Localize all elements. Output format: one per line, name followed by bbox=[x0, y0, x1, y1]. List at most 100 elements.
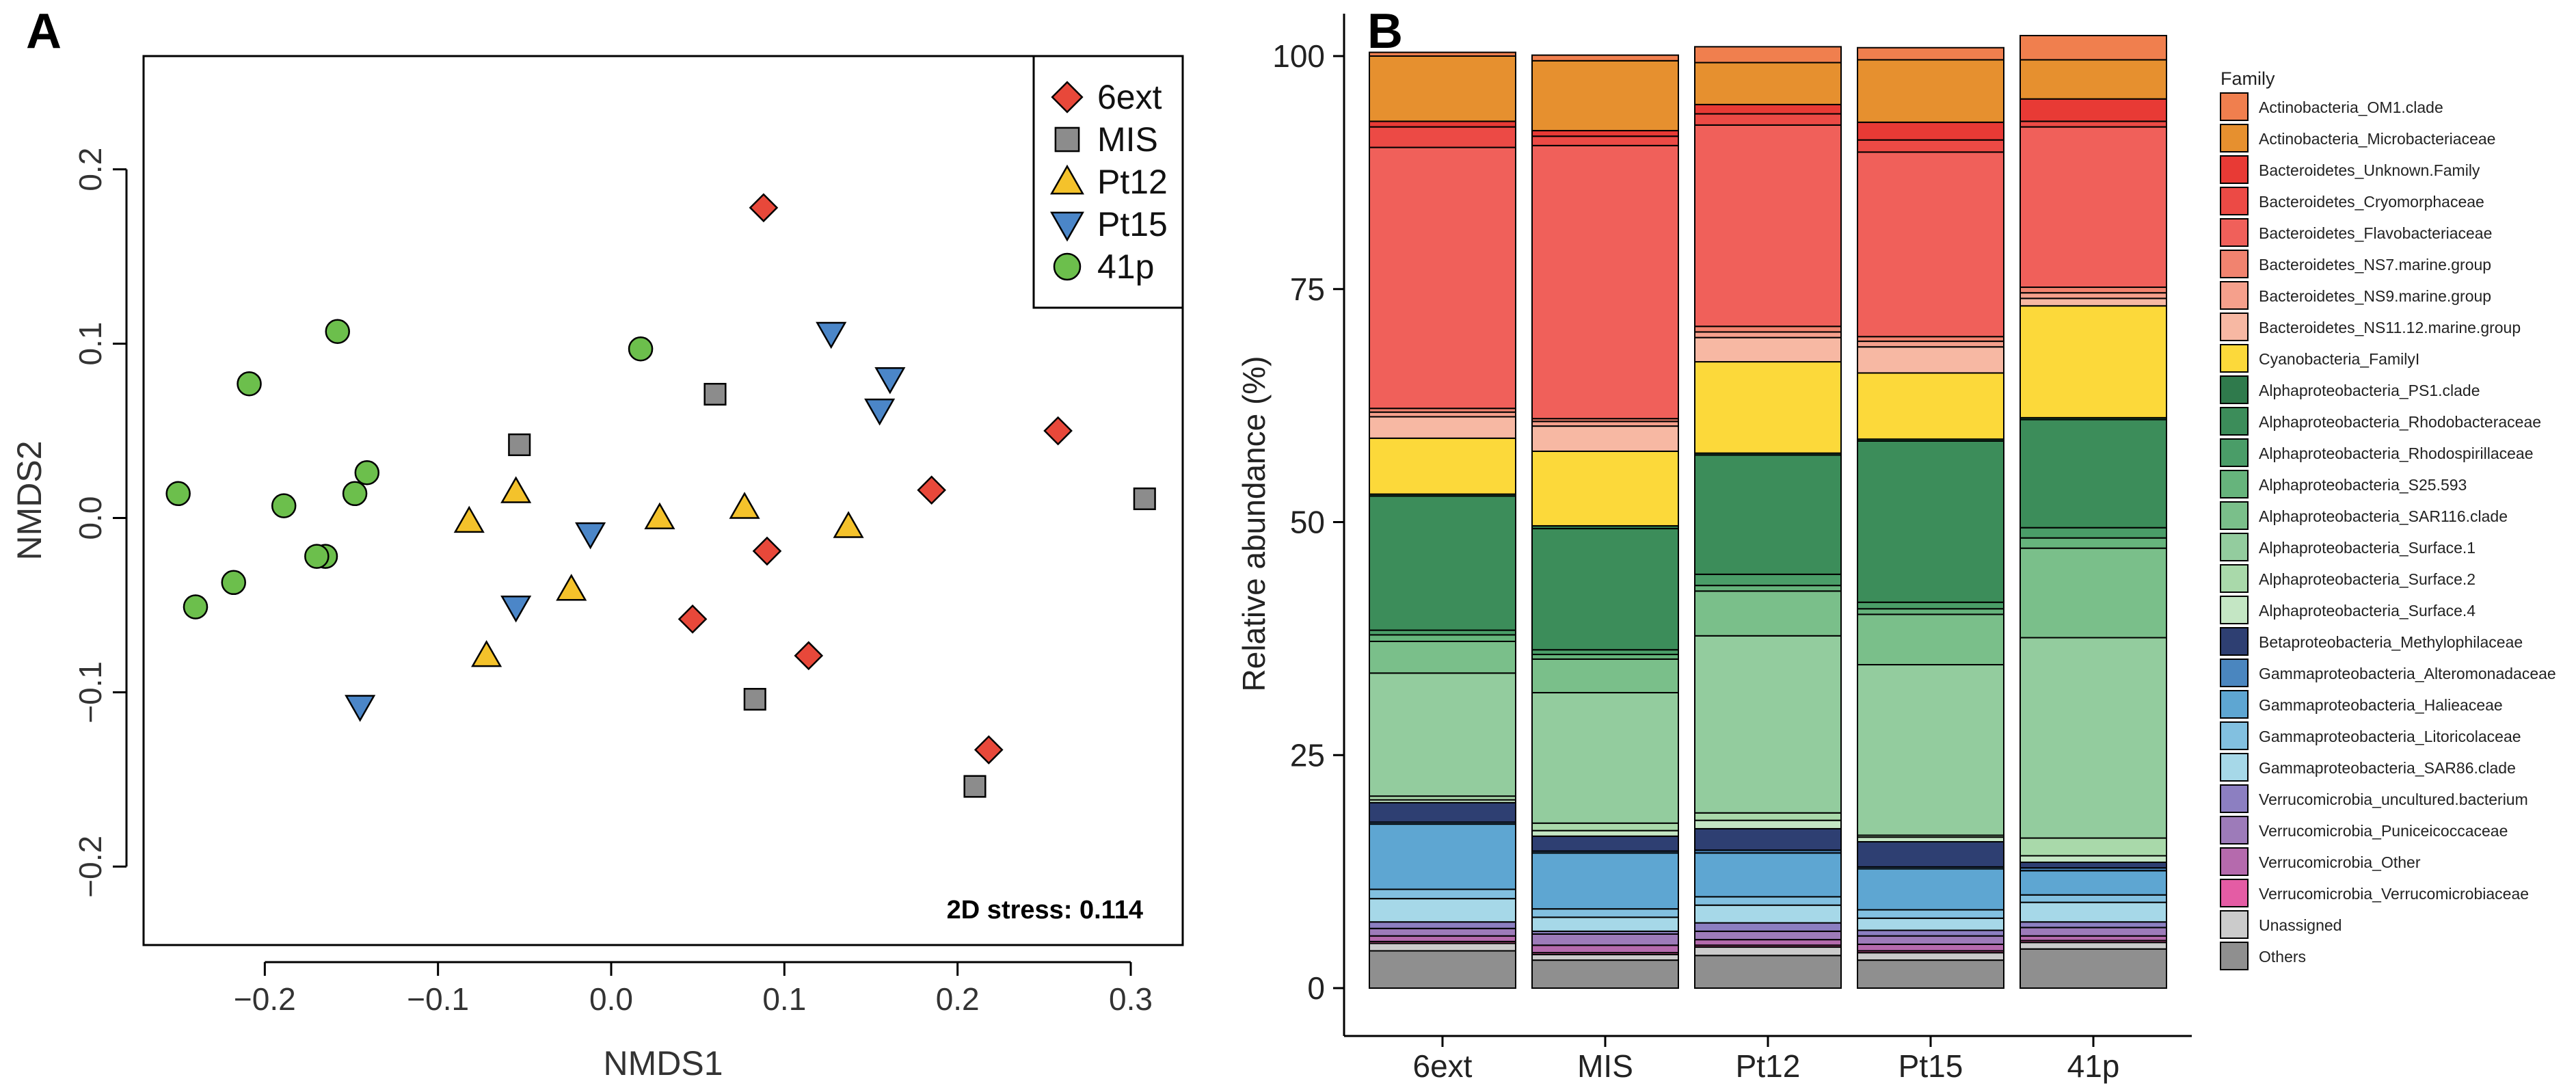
legend-marker-mis bbox=[1054, 127, 1080, 152]
point-mis bbox=[743, 688, 766, 711]
scatter-x-tick-label: −0.1 bbox=[407, 981, 469, 1017]
bar-segment-alphaproteobacteria-surface-2 bbox=[1694, 812, 1842, 821]
legend-text-verrucomicrobia-puniceicoccaceae: Verrucomicrobia_Puniceicoccaceae bbox=[2259, 822, 2508, 840]
bar-segment-verrucomicrobia-puniceicoccaceae bbox=[1531, 933, 1679, 946]
bar-segment-bacteroidetes-unknown-family bbox=[1531, 130, 1679, 137]
bar-segment-gammaproteobacteria-sar86-clade bbox=[2020, 901, 2167, 923]
bar-segment-others bbox=[1857, 959, 2004, 989]
bar-x-tick-label: MIS bbox=[1577, 1048, 1633, 1084]
point-6ext bbox=[1043, 416, 1073, 446]
bar-segment-alphaproteobacteria-rhodospirillaceae bbox=[1369, 629, 1516, 636]
legend-text-alphaproteobacteria-surface-1: Alphaproteobacteria_Surface.1 bbox=[2259, 539, 2476, 557]
nmds-scatter-panel: A −0.2 −0.1 0.0 0.1 0.2 0.3 −0.2 −0.1 0.0 0.1 0.2… bbox=[10, 4, 1184, 1082]
point-pt15 bbox=[345, 695, 376, 722]
legend-key-bacteroidetes-flavobacteriaceae bbox=[2220, 218, 2249, 247]
bar-segment-bacteroidetes-unknown-family bbox=[1694, 103, 1842, 115]
bar-segment-alphaproteobacteria-sar116-clade bbox=[1531, 658, 1679, 693]
bar-legend: Family Actinobacteria_OM1.clade Actinobac… bbox=[2220, 68, 2556, 970]
legend-text-alphaproteobacteria-rhodobacteraceae: Alphaproteobacteria_Rhodobacteraceae bbox=[2259, 413, 2541, 431]
point-6ext bbox=[749, 193, 779, 223]
bar-segment-verrucomicrobia-other bbox=[1857, 943, 2004, 952]
legend-key-alphaproteobacteria-s25-593 bbox=[2220, 470, 2249, 499]
legend-text-gammaproteobacteria-alteromonadaceae: Gammaproteobacteria_Alteromonadaceae bbox=[2259, 665, 2556, 682]
legend-text-bacteroidetes-ns9-marine-group: Bacteroidetes_NS9.marine.group bbox=[2259, 287, 2491, 305]
legend-label-6ext: 6ext bbox=[1097, 78, 1162, 116]
legend-text-alphaproteobacteria-rhodospirillaceae: Alphaproteobacteria_Rhodospirillaceae bbox=[2259, 444, 2534, 462]
bar-x-tick-label: 6ext bbox=[1413, 1048, 1473, 1084]
scatter-x-tick-label: 0.3 bbox=[1109, 981, 1153, 1017]
bar-segment-gammaproteobacteria-litoricolaceae bbox=[1857, 909, 2004, 919]
bar-segment-bacteroidetes-unknown-family bbox=[1369, 120, 1516, 128]
scatter-y-tick-label: 0.1 bbox=[72, 322, 108, 366]
bar-segment-actinobacteria-microbacteriaceae bbox=[1694, 62, 1842, 105]
point-41p bbox=[628, 336, 654, 362]
bar-segment-alphaproteobacteria-surface-4 bbox=[1694, 819, 1842, 829]
point-41p bbox=[165, 481, 191, 507]
bar-segment-gammaproteobacteria-sar86-clade bbox=[1531, 916, 1679, 932]
legend-text-gammaproteobacteria-halieaceae: Gammaproteobacteria_Halieaceae bbox=[2259, 696, 2503, 714]
point-pt15 bbox=[500, 595, 532, 623]
bar-segment-bacteroidetes-cryomorphaceae bbox=[2020, 120, 2167, 128]
bar-segment-gammaproteobacteria-sar86-clade bbox=[1694, 904, 1842, 924]
legend-key-actinobacteria-om1-clade bbox=[2220, 92, 2249, 121]
point-41p bbox=[354, 460, 380, 486]
legend-text-alphaproteobacteria-s25-593: Alphaproteobacteria_S25.593 bbox=[2259, 476, 2467, 494]
point-mis bbox=[508, 433, 531, 456]
legend-key-verrucomicrobia-verrucomicrobiaceae bbox=[2220, 879, 2249, 907]
scatter-x-tick-label: −0.2 bbox=[234, 981, 296, 1017]
point-41p bbox=[304, 544, 330, 569]
bar-segment-actinobacteria-om1-clade bbox=[1369, 51, 1516, 57]
scatter-plot-frame bbox=[142, 55, 1184, 946]
bar-segment-alphaproteobacteria-surface-4 bbox=[1531, 829, 1679, 837]
bar-segment-cyanobacteria-familyi bbox=[1531, 450, 1679, 527]
bar-segment-bacteroidetes-ns9-marine-group bbox=[1531, 421, 1679, 427]
bar-segment-actinobacteria-microbacteriaceae bbox=[1369, 55, 1516, 122]
bar-segment-betaproteobacteria-methylophilaceae bbox=[2020, 861, 2167, 869]
bar-segment-alphaproteobacteria-s25-593 bbox=[2020, 537, 2167, 549]
bar-x-tick-label: 41p bbox=[2067, 1048, 2120, 1084]
bar-segment-alphaproteobacteria-s25-593 bbox=[1694, 585, 1842, 592]
legend-text-alphaproteobacteria-sar116-clade: Alphaproteobacteria_SAR116.clade bbox=[2259, 507, 2508, 525]
scatter-y-tick-label: −0.2 bbox=[72, 836, 108, 898]
legend-text-alphaproteobacteria-surface-2: Alphaproteobacteria_Surface.2 bbox=[2259, 570, 2476, 588]
bar-segment-alphaproteobacteria-rhodospirillaceae bbox=[1857, 601, 2004, 610]
bar-segment-bacteroidetes-cryomorphaceae bbox=[1531, 135, 1679, 146]
legend-key-gammaproteobacteria-alteromonadaceae bbox=[2220, 659, 2249, 687]
bar-segment-alphaproteobacteria-surface-1 bbox=[1857, 664, 2004, 836]
bar-segment-bacteroidetes-ns11-12-marine-group bbox=[1369, 416, 1516, 439]
bar-segment-unassigned bbox=[1857, 952, 2004, 961]
point-pt12 bbox=[453, 505, 485, 533]
bar-segment-alphaproteobacteria-surface-4 bbox=[1857, 836, 2004, 843]
panel-label-b: B bbox=[1367, 4, 1403, 59]
stress-annotation: 2D stress: 0.114 bbox=[947, 896, 1143, 925]
bar-segment-alphaproteobacteria-surface-2 bbox=[1531, 822, 1679, 832]
bar-segment-alphaproteobacteria-rhodobacteraceae bbox=[1369, 495, 1516, 631]
panel-label-a: A bbox=[26, 4, 62, 59]
bar-segment-cyanobacteria-familyi bbox=[1857, 372, 2004, 440]
legend-key-alphaproteobacteria-surface-2 bbox=[2220, 564, 2249, 593]
bar-y-tick-label: 0 bbox=[1307, 970, 1325, 1006]
legend-key-bacteroidetes-ns7-marine-group bbox=[2220, 250, 2249, 278]
bar-segment-alphaproteobacteria-surface-1 bbox=[1694, 635, 1842, 814]
bar-segment-gammaproteobacteria-sar86-clade bbox=[1369, 898, 1516, 923]
bar-segment-betaproteobacteria-methylophilaceae bbox=[1857, 841, 2004, 868]
point-6ext bbox=[917, 475, 946, 505]
bar-segment-alphaproteobacteria-sar116-clade bbox=[2020, 547, 2167, 639]
legend-label-41p: 41p bbox=[1097, 248, 1154, 286]
bar-y-tick-label: 25 bbox=[1290, 737, 1325, 773]
legend-key-bacteroidetes-unknown-family bbox=[2220, 155, 2249, 184]
bar-segment-bacteroidetes-ns9-marine-group bbox=[2020, 292, 2167, 300]
legend-key-verrucomicrobia-puniceicoccaceae bbox=[2220, 816, 2249, 845]
bar-segment-verrucomicrobia-other bbox=[1694, 939, 1842, 946]
bar-segment-bacteroidetes-ns11-12-marine-group bbox=[1531, 425, 1679, 452]
bar-segment-cyanobacteria-familyi bbox=[1694, 361, 1842, 454]
legend-text-bacteroidetes-ns7-marine-group: Bacteroidetes_NS7.marine.group bbox=[2259, 256, 2491, 274]
bar-segment-bacteroidetes-flavobacteriaceae bbox=[1694, 124, 1842, 328]
legend-text-actinobacteria-microbacteriaceae: Actinobacteria_Microbacteriaceae bbox=[2259, 130, 2495, 148]
bar-segment-bacteroidetes-flavobacteriaceae bbox=[1531, 144, 1679, 420]
stacked-bars bbox=[1369, 35, 2167, 989]
legend-text-others: Others bbox=[2259, 948, 2306, 966]
point-pt15 bbox=[816, 321, 847, 349]
bar-segment-bacteroidetes-ns9-marine-group bbox=[1694, 331, 1842, 338]
bar-y-tick-label: 100 bbox=[1272, 38, 1325, 74]
